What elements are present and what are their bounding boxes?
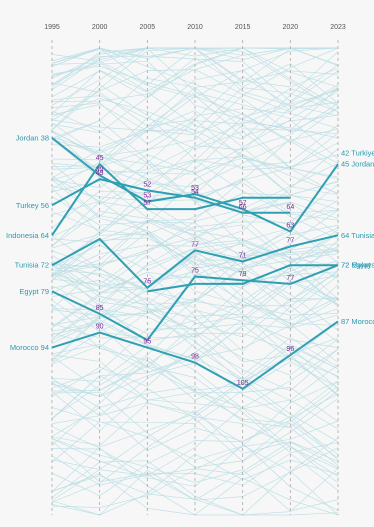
rank-point-label: 57 (239, 200, 247, 207)
rank-point-label: 90 (96, 324, 104, 331)
rank-point-label: 63 (286, 223, 294, 230)
year-label: 2005 (140, 24, 156, 31)
country-label-left: Tunisia 72 (15, 261, 49, 270)
series-line (51, 163, 291, 236)
series-line (147, 264, 338, 293)
rank-point-label: 95 (143, 339, 151, 346)
country-label-left: Jordan 38 (16, 133, 49, 142)
rank-point-label: 39 (96, 166, 104, 173)
rank-point-label: 75 (191, 267, 199, 274)
background-line (51, 354, 339, 470)
background-line (51, 365, 339, 454)
rank-point-label: 77 (191, 241, 199, 248)
background-line (51, 361, 339, 424)
country-label-left: Indonesia 64 (6, 231, 49, 240)
rank-point-label: 79 (239, 271, 247, 278)
background-line (51, 179, 339, 328)
background-line (51, 196, 339, 275)
year-label: 2015 (235, 24, 251, 31)
rank-point-label: 49 (96, 170, 104, 177)
year-label: 2023 (330, 24, 346, 31)
series-line (51, 264, 339, 342)
year-label: 2000 (92, 24, 108, 31)
country-label-right: 87 Morocco (341, 317, 374, 326)
rank-point-label: 66 (239, 204, 247, 211)
series-line (51, 234, 339, 289)
rank-point-label: 45 (96, 155, 104, 162)
background-line (51, 201, 339, 302)
year-label: 1995 (44, 24, 60, 31)
country-label-right: 45 Jordan (341, 160, 374, 169)
rank-point-label: 85 (96, 305, 104, 312)
rank-point-label: 96 (286, 346, 294, 353)
rank-point-label: 77 (286, 275, 294, 282)
country-label-left: Morocco 94 (10, 343, 49, 352)
rank-point-label: 64 (286, 204, 294, 211)
background-line (51, 181, 339, 269)
country-label-right: 42 Turkiye (341, 148, 374, 157)
background-line (51, 220, 339, 279)
series-line (51, 320, 339, 390)
country-label-left: Egypt 79 (19, 287, 49, 296)
background-line (51, 54, 339, 112)
country-label-left: Turkey 56 (16, 201, 49, 210)
year-label: 2020 (283, 24, 299, 31)
rank-point-label: 71 (239, 252, 247, 259)
rank-point-label: 57 (143, 200, 151, 207)
series-line (51, 137, 339, 233)
series-line (51, 178, 291, 214)
background-line (51, 409, 339, 463)
background-line (51, 348, 339, 501)
year-label: 2010 (187, 24, 203, 31)
rank-point-label: 105 (237, 380, 249, 387)
rank-point-label: 53 (191, 185, 199, 192)
country-label-right: 72 Egypt (341, 261, 372, 270)
rank-point-label: 98 (191, 354, 199, 361)
country-label-right: 64 Tunisia (341, 231, 374, 240)
background-line (51, 426, 339, 516)
background-line (51, 420, 339, 508)
rank-point-label: 52 (143, 181, 151, 188)
background-line (51, 375, 339, 459)
rank-point-label: 54 (191, 189, 199, 196)
rank-point-label: 77 (286, 238, 294, 245)
rank-point-label: 75 (143, 279, 151, 286)
country-label-right: 72 Malaysia (341, 261, 374, 270)
rank-point-label: 53 (143, 193, 151, 200)
